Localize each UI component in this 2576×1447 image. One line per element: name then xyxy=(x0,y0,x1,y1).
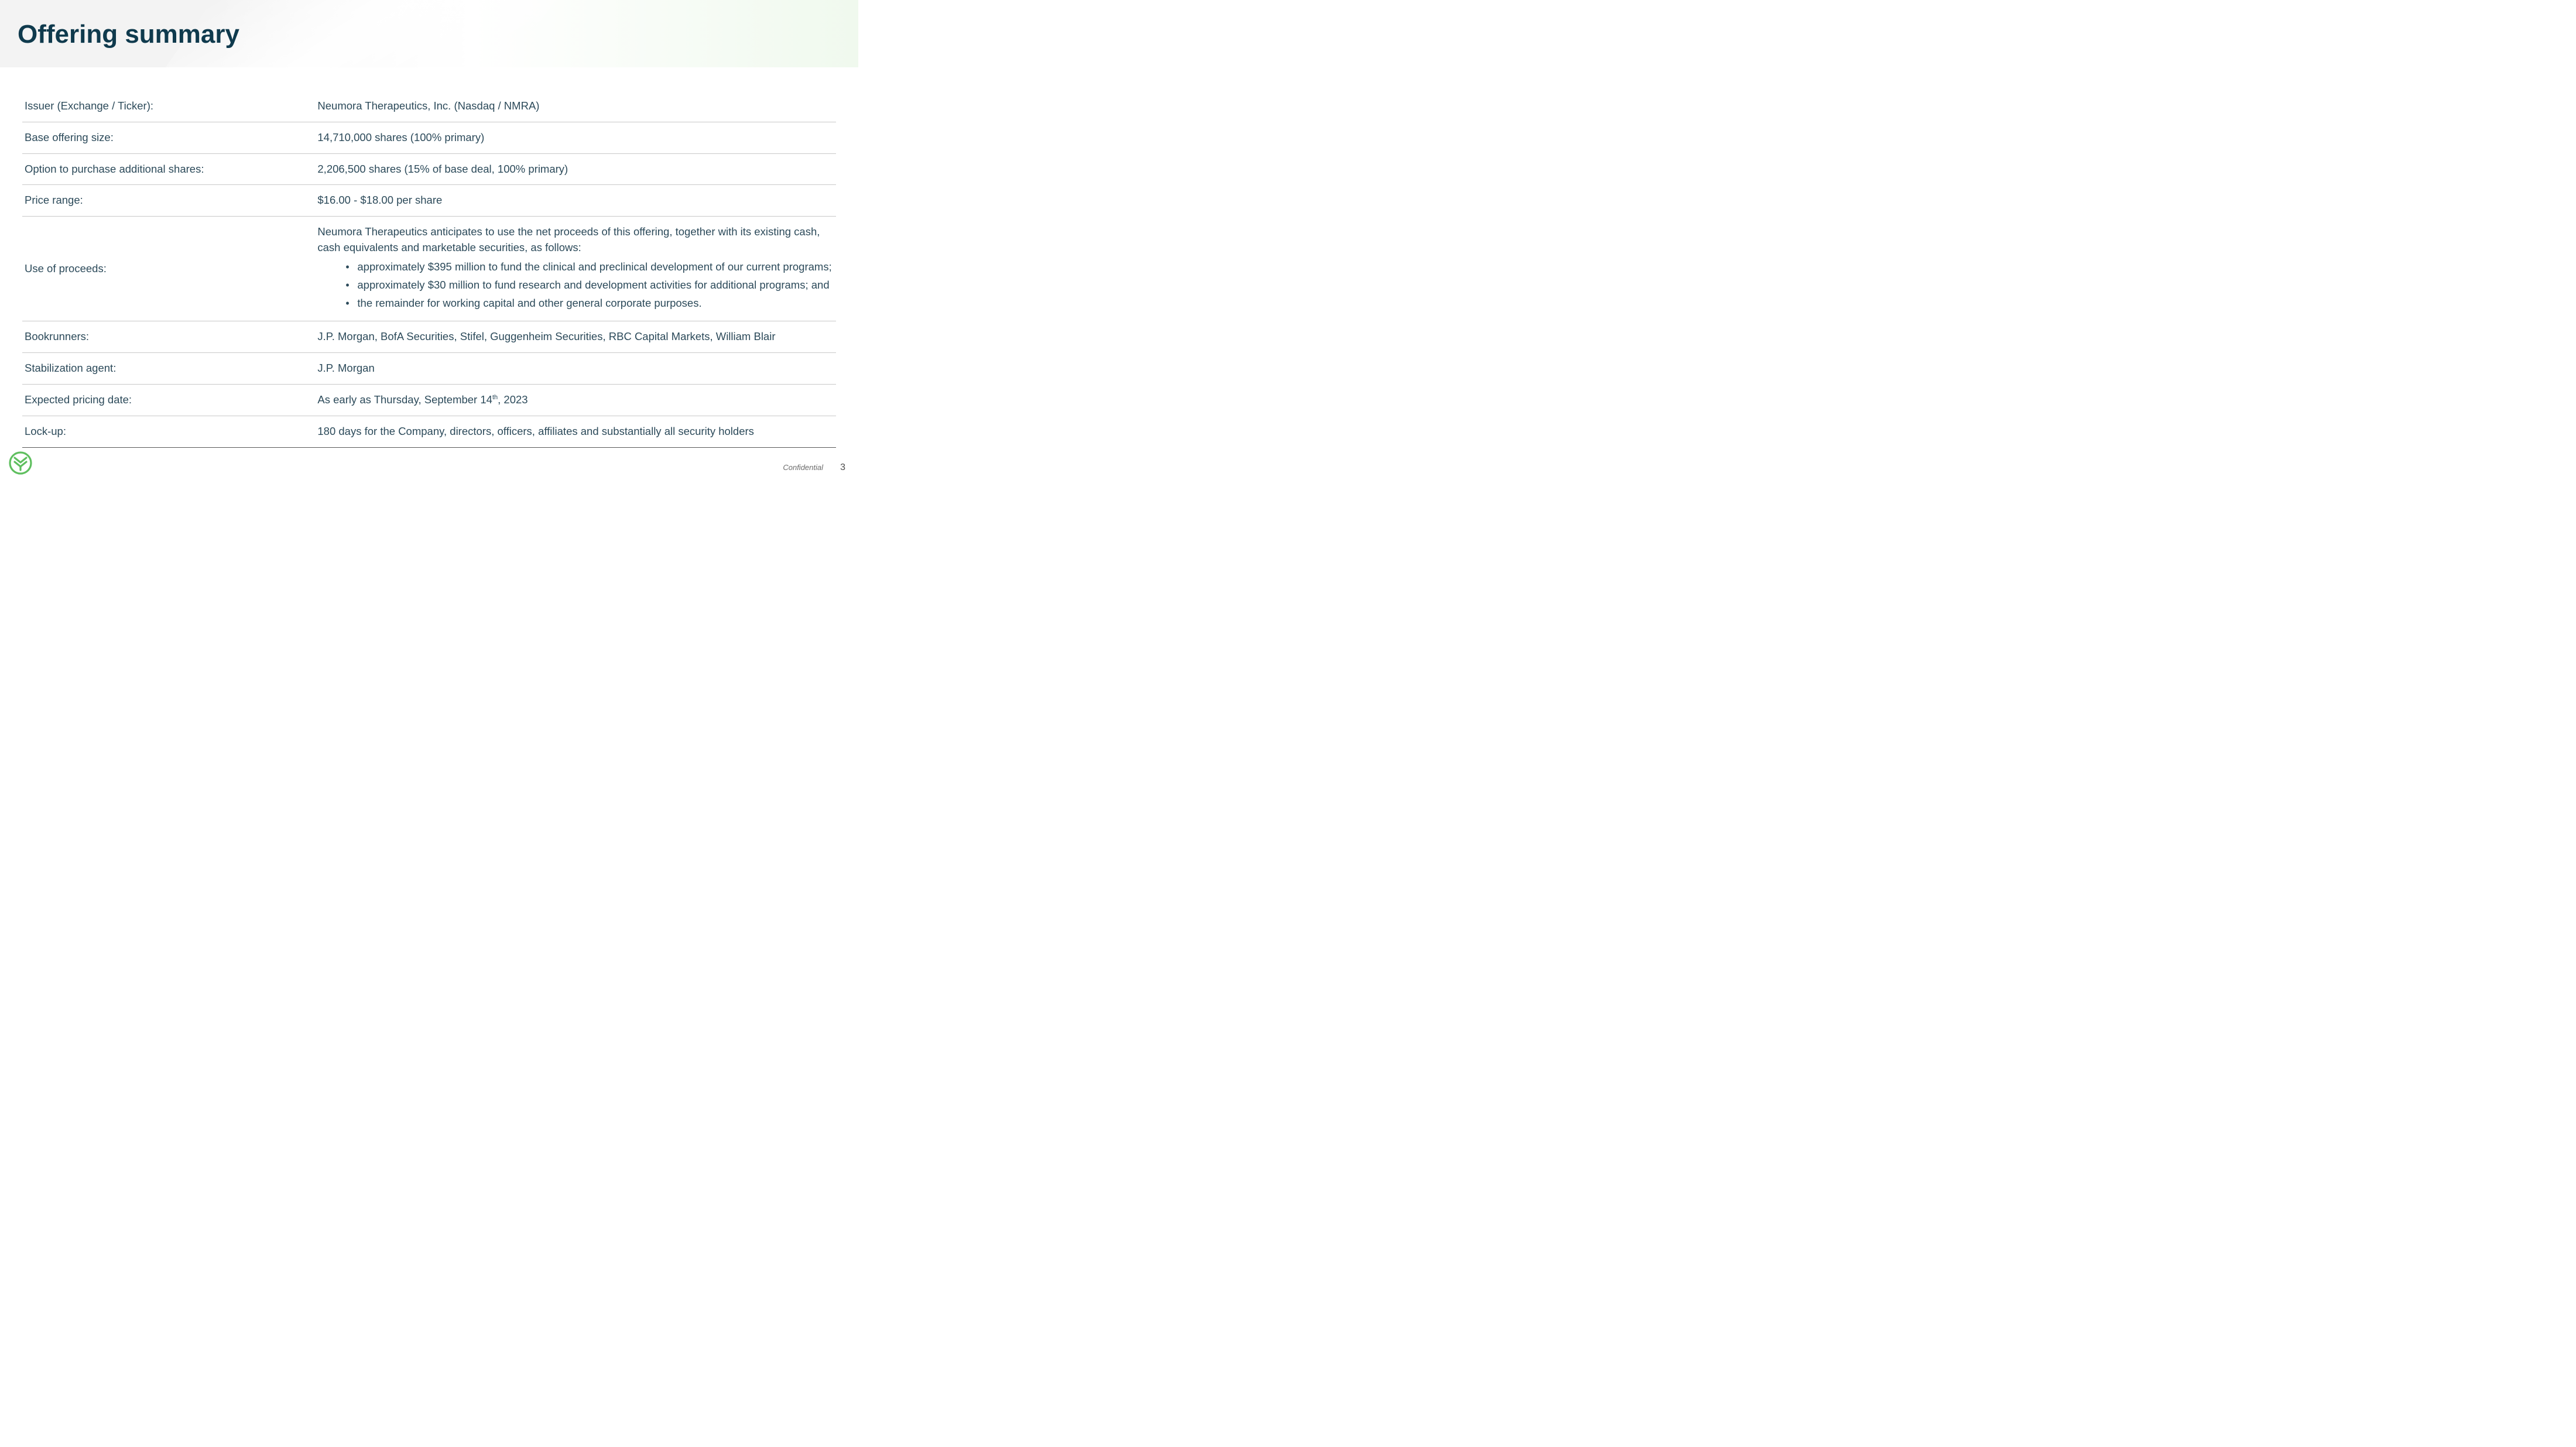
value-pricing-date: As early as Thursday, September 14th, 20… xyxy=(315,384,836,416)
value-issuer: Neumora Therapeutics, Inc. (Nasdaq / NMR… xyxy=(315,91,836,122)
pricing-date-post: , 2023 xyxy=(498,393,527,406)
value-option: 2,206,500 shares (15% of base deal, 100%… xyxy=(315,153,836,185)
value-lockup: 180 days for the Company, directors, off… xyxy=(315,416,836,447)
row-base-size: Base offering size: 14,710,000 shares (1… xyxy=(22,122,836,153)
use-proceeds-bullet: the remainder for working capital and ot… xyxy=(345,296,834,311)
row-lockup: Lock-up: 180 days for the Company, direc… xyxy=(22,416,836,447)
use-proceeds-bullet: approximately $30 million to fund resear… xyxy=(345,277,834,293)
pricing-date-pre: As early as Thursday, September 14 xyxy=(317,393,492,406)
value-price-range: $16.00 - $18.00 per share xyxy=(315,185,836,217)
row-issuer: Issuer (Exchange / Ticker): Neumora Ther… xyxy=(22,91,836,122)
label-issuer: Issuer (Exchange / Ticker): xyxy=(22,91,315,122)
use-proceeds-bullet: approximately $395 million to fund the c… xyxy=(345,259,834,275)
value-use-proceeds: Neumora Therapeutics anticipates to use … xyxy=(315,217,836,321)
slide-title: Offering summary xyxy=(18,20,239,49)
row-use-proceeds: Use of proceeds: Neumora Therapeutics an… xyxy=(22,217,836,321)
page-number: 3 xyxy=(840,462,845,473)
pricing-date-sup: th xyxy=(492,394,498,401)
label-stabilization-agent: Stabilization agent: xyxy=(22,353,315,385)
value-bookrunners: J.P. Morgan, BofA Securities, Stifel, Gu… xyxy=(315,321,836,353)
slide: Offering summary Issuer (Exchange / Tick… xyxy=(0,0,858,482)
label-base-size: Base offering size: xyxy=(22,122,315,153)
row-pricing-date: Expected pricing date: As early as Thurs… xyxy=(22,384,836,416)
row-price-range: Price range: $16.00 - $18.00 per share xyxy=(22,185,836,217)
value-base-size: 14,710,000 shares (100% primary) xyxy=(315,122,836,153)
use-proceeds-bullets: approximately $395 million to fund the c… xyxy=(317,259,834,311)
value-stabilization-agent: J.P. Morgan xyxy=(315,353,836,385)
label-bookrunners: Bookrunners: xyxy=(22,321,315,353)
summary-table-container: Issuer (Exchange / Ticker): Neumora Ther… xyxy=(22,91,836,448)
label-lockup: Lock-up: xyxy=(22,416,315,447)
label-price-range: Price range: xyxy=(22,185,315,217)
use-proceeds-intro: Neumora Therapeutics anticipates to use … xyxy=(317,224,834,256)
row-bookrunners: Bookrunners: J.P. Morgan, BofA Securitie… xyxy=(22,321,836,353)
row-option: Option to purchase additional shares: 2,… xyxy=(22,153,836,185)
confidential-label: Confidential xyxy=(783,463,823,472)
row-stabilization-agent: Stabilization agent: J.P. Morgan xyxy=(22,353,836,385)
label-use-proceeds: Use of proceeds: xyxy=(22,217,315,321)
company-logo-icon xyxy=(8,451,33,475)
label-option: Option to purchase additional shares: xyxy=(22,153,315,185)
label-pricing-date: Expected pricing date: xyxy=(22,384,315,416)
summary-table: Issuer (Exchange / Ticker): Neumora Ther… xyxy=(22,91,836,448)
